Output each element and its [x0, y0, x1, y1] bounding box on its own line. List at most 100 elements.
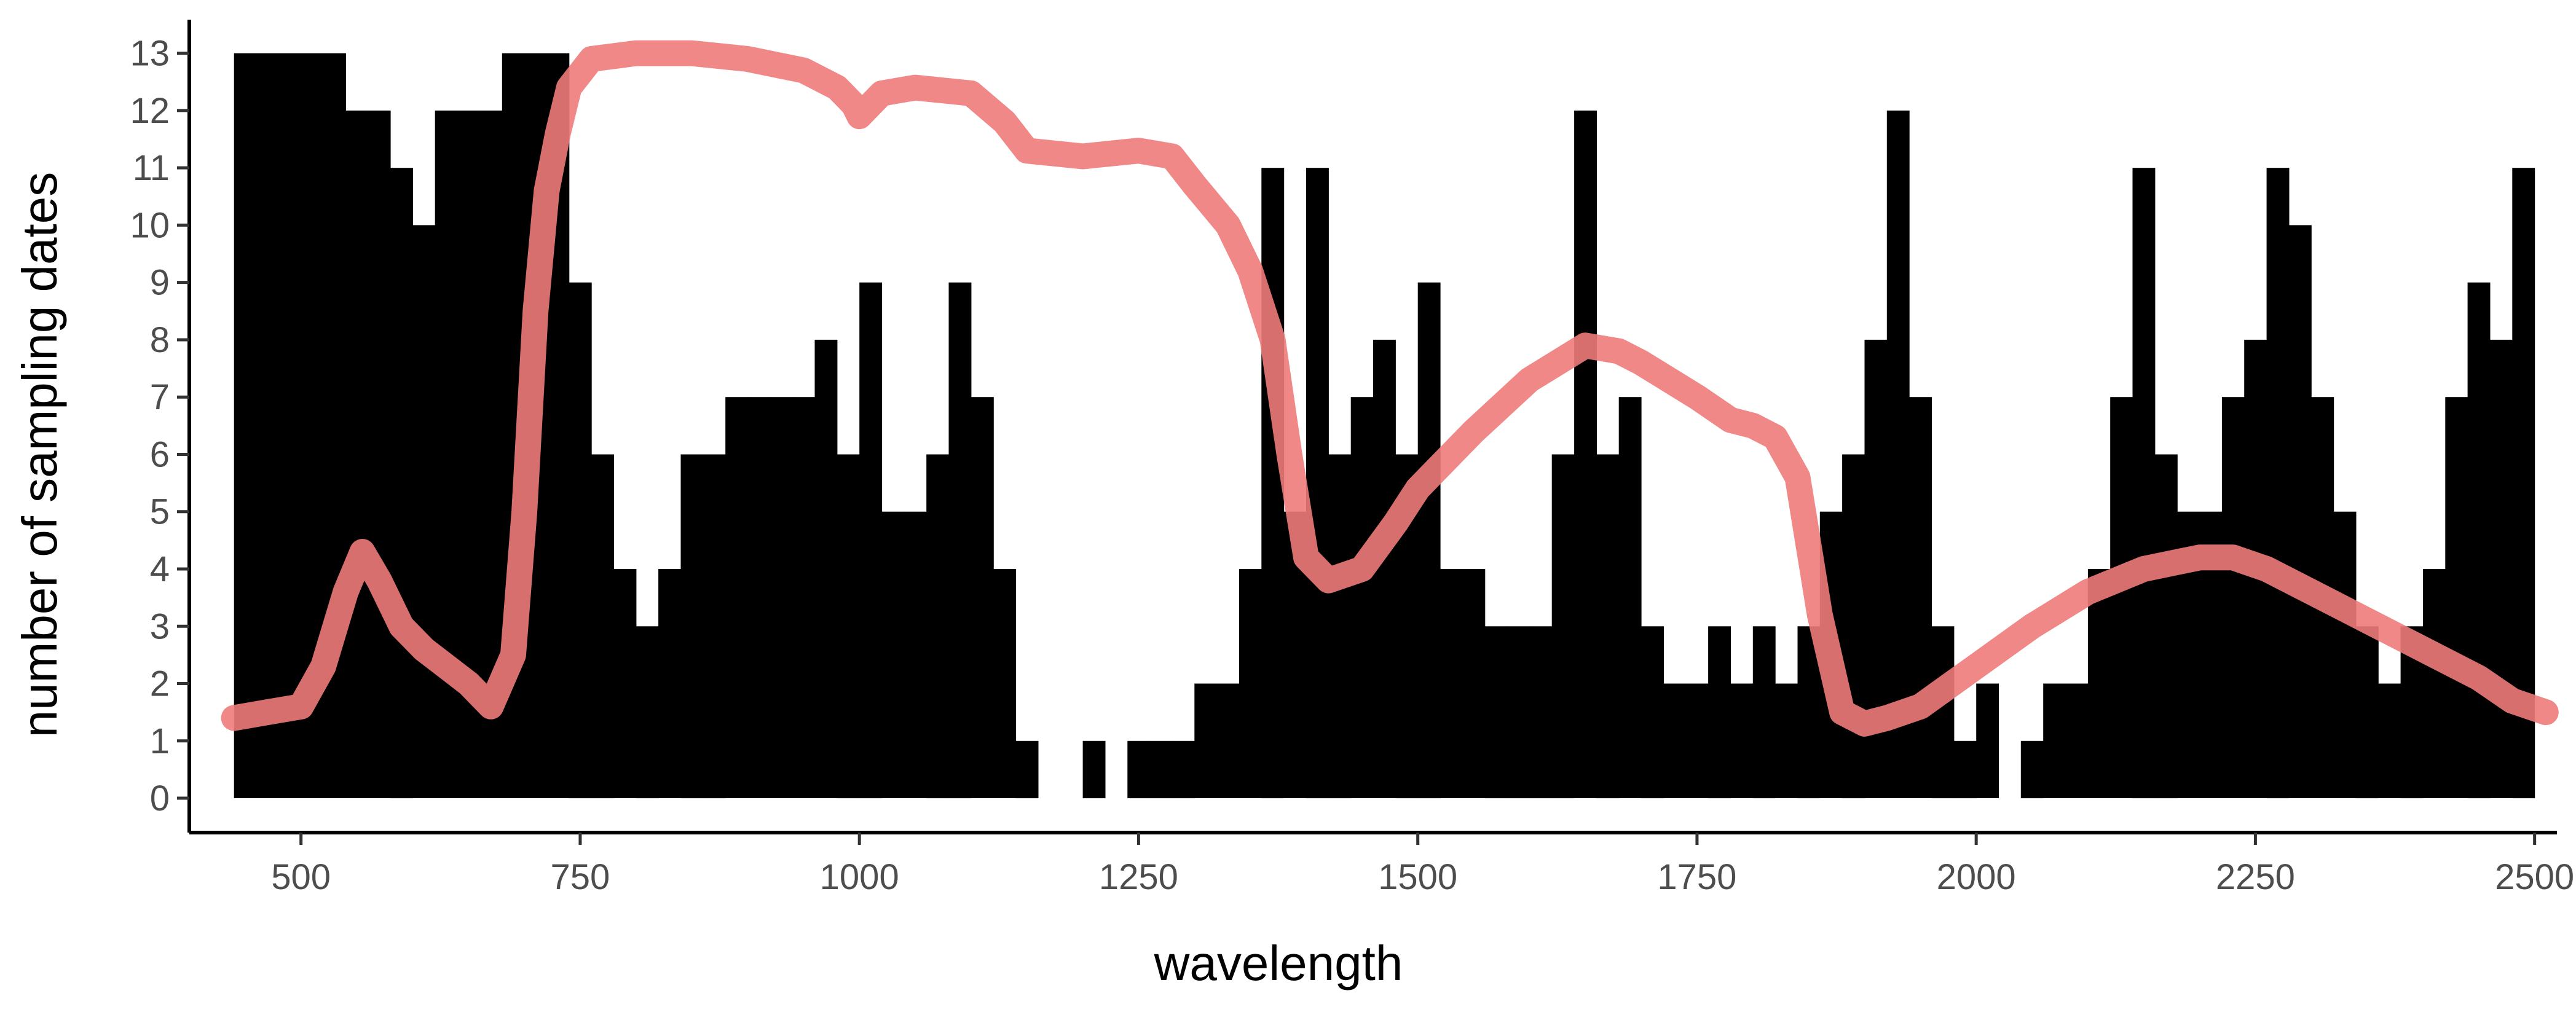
bar-1150: [1015, 740, 1039, 799]
bar-2130: [2110, 397, 2133, 798]
y-tick-label-0: 0: [150, 779, 170, 818]
bar-550: [345, 110, 369, 798]
y-tick-label-11: 11: [133, 148, 170, 188]
bar-1790: [1730, 683, 1754, 798]
y-tick-label-2: 2: [150, 664, 170, 704]
bar-1410: [1306, 168, 1329, 799]
bar-470: [256, 53, 279, 799]
bar-2070: [2043, 683, 2066, 798]
bar-1770: [1708, 626, 1731, 799]
bar-1290: [1172, 740, 1195, 799]
y-tick-label-12: 12: [130, 91, 170, 131]
bar-450: [234, 53, 257, 799]
bar-2230: [2221, 397, 2245, 798]
bar-970: [814, 339, 838, 798]
y-axis-title: number of sampling dates: [12, 172, 67, 738]
bar-2330: [2333, 511, 2357, 798]
bar-1130: [993, 569, 1017, 798]
x-tick-label-1500: 1500: [1378, 857, 1457, 897]
bar-1530: [1440, 569, 1463, 798]
bar-1090: [948, 282, 972, 799]
bar-1430: [1328, 454, 1352, 799]
bar-1670: [1596, 454, 1620, 799]
bar-1990: [1953, 740, 1977, 799]
y-tick-label-8: 8: [150, 320, 170, 360]
bar-910: [747, 397, 771, 798]
bar-2370: [2378, 683, 2401, 798]
bar-1110: [971, 397, 994, 798]
bar-930: [770, 397, 793, 798]
y-tick-label-6: 6: [150, 434, 170, 474]
bar-2170: [2154, 454, 2178, 799]
x-tick-label-750: 750: [551, 857, 610, 897]
x-tick-label-1250: 1250: [1099, 857, 1178, 897]
x-tick-label-500: 500: [271, 857, 331, 897]
bar-990: [837, 454, 860, 799]
y-tick-label-13: 13: [130, 34, 170, 74]
bar-1710: [1641, 626, 1664, 799]
bar-2270: [2266, 168, 2290, 799]
bar-1950: [1909, 397, 1932, 798]
x-tick-label-2000: 2000: [1937, 857, 2016, 897]
bar-770: [591, 454, 614, 799]
bar-2430: [2445, 397, 2468, 798]
bar-2150: [2132, 168, 2156, 799]
bar-1210: [1082, 740, 1106, 799]
bar-2410: [2423, 569, 2446, 798]
bar-1890: [1842, 454, 1865, 799]
bar-750: [569, 282, 592, 799]
bar-1350: [1239, 569, 1262, 798]
y-tick-label-7: 7: [150, 377, 170, 417]
bar-1830: [1775, 683, 1798, 798]
bar-2450: [2467, 282, 2491, 799]
bar-1070: [926, 454, 950, 799]
bar-1450: [1350, 397, 1374, 798]
bar-2110: [2087, 569, 2111, 798]
y-tick-label-4: 4: [150, 549, 170, 589]
bar-1030: [881, 511, 905, 798]
bar-610: [412, 225, 436, 798]
bar-1730: [1663, 683, 1687, 798]
bar-1310: [1194, 683, 1218, 798]
line-layer: [221, 40, 2559, 737]
bar-1930: [1886, 110, 1910, 798]
bar-810: [636, 626, 659, 799]
bar-630: [435, 110, 458, 798]
bar-1370: [1261, 168, 1285, 799]
x-tick-label-2500: 2500: [2495, 857, 2574, 897]
bar-2010: [1976, 683, 1999, 798]
bar-870: [703, 454, 726, 799]
bar-1750: [1685, 683, 1709, 798]
axes-layer: [187, 20, 2557, 834]
bar-1590: [1507, 626, 1530, 799]
bar-1550: [1462, 569, 1486, 798]
y-tick-label-10: 10: [130, 205, 170, 245]
bar-1270: [1149, 740, 1173, 799]
bar-490: [278, 53, 302, 799]
bar-1510: [1417, 282, 1441, 799]
bar-1010: [859, 282, 883, 799]
bar-2350: [2355, 626, 2379, 799]
y-tick-label-5: 5: [150, 492, 170, 532]
bar-790: [613, 569, 637, 798]
bar-1810: [1752, 626, 1776, 799]
bar-1970: [1931, 626, 1955, 799]
bar-1650: [1574, 110, 1597, 798]
bar-2050: [2020, 740, 2044, 799]
bar-950: [792, 397, 816, 798]
y-tick-label-3: 3: [150, 606, 170, 646]
spectrum-line: [221, 40, 2559, 737]
bar-1610: [1529, 626, 1553, 799]
bar-2290: [2288, 225, 2312, 798]
bar-850: [680, 454, 704, 799]
bar-1330: [1216, 683, 1240, 798]
y-tick-label-1: 1: [150, 721, 170, 761]
bar-1050: [904, 511, 927, 798]
y-tick-label-9: 9: [150, 263, 170, 303]
x-axis-title: wavelength: [1154, 936, 1403, 990]
bar-830: [658, 569, 681, 798]
x-tick-label-1000: 1000: [820, 857, 899, 897]
bar-1250: [1127, 740, 1151, 799]
